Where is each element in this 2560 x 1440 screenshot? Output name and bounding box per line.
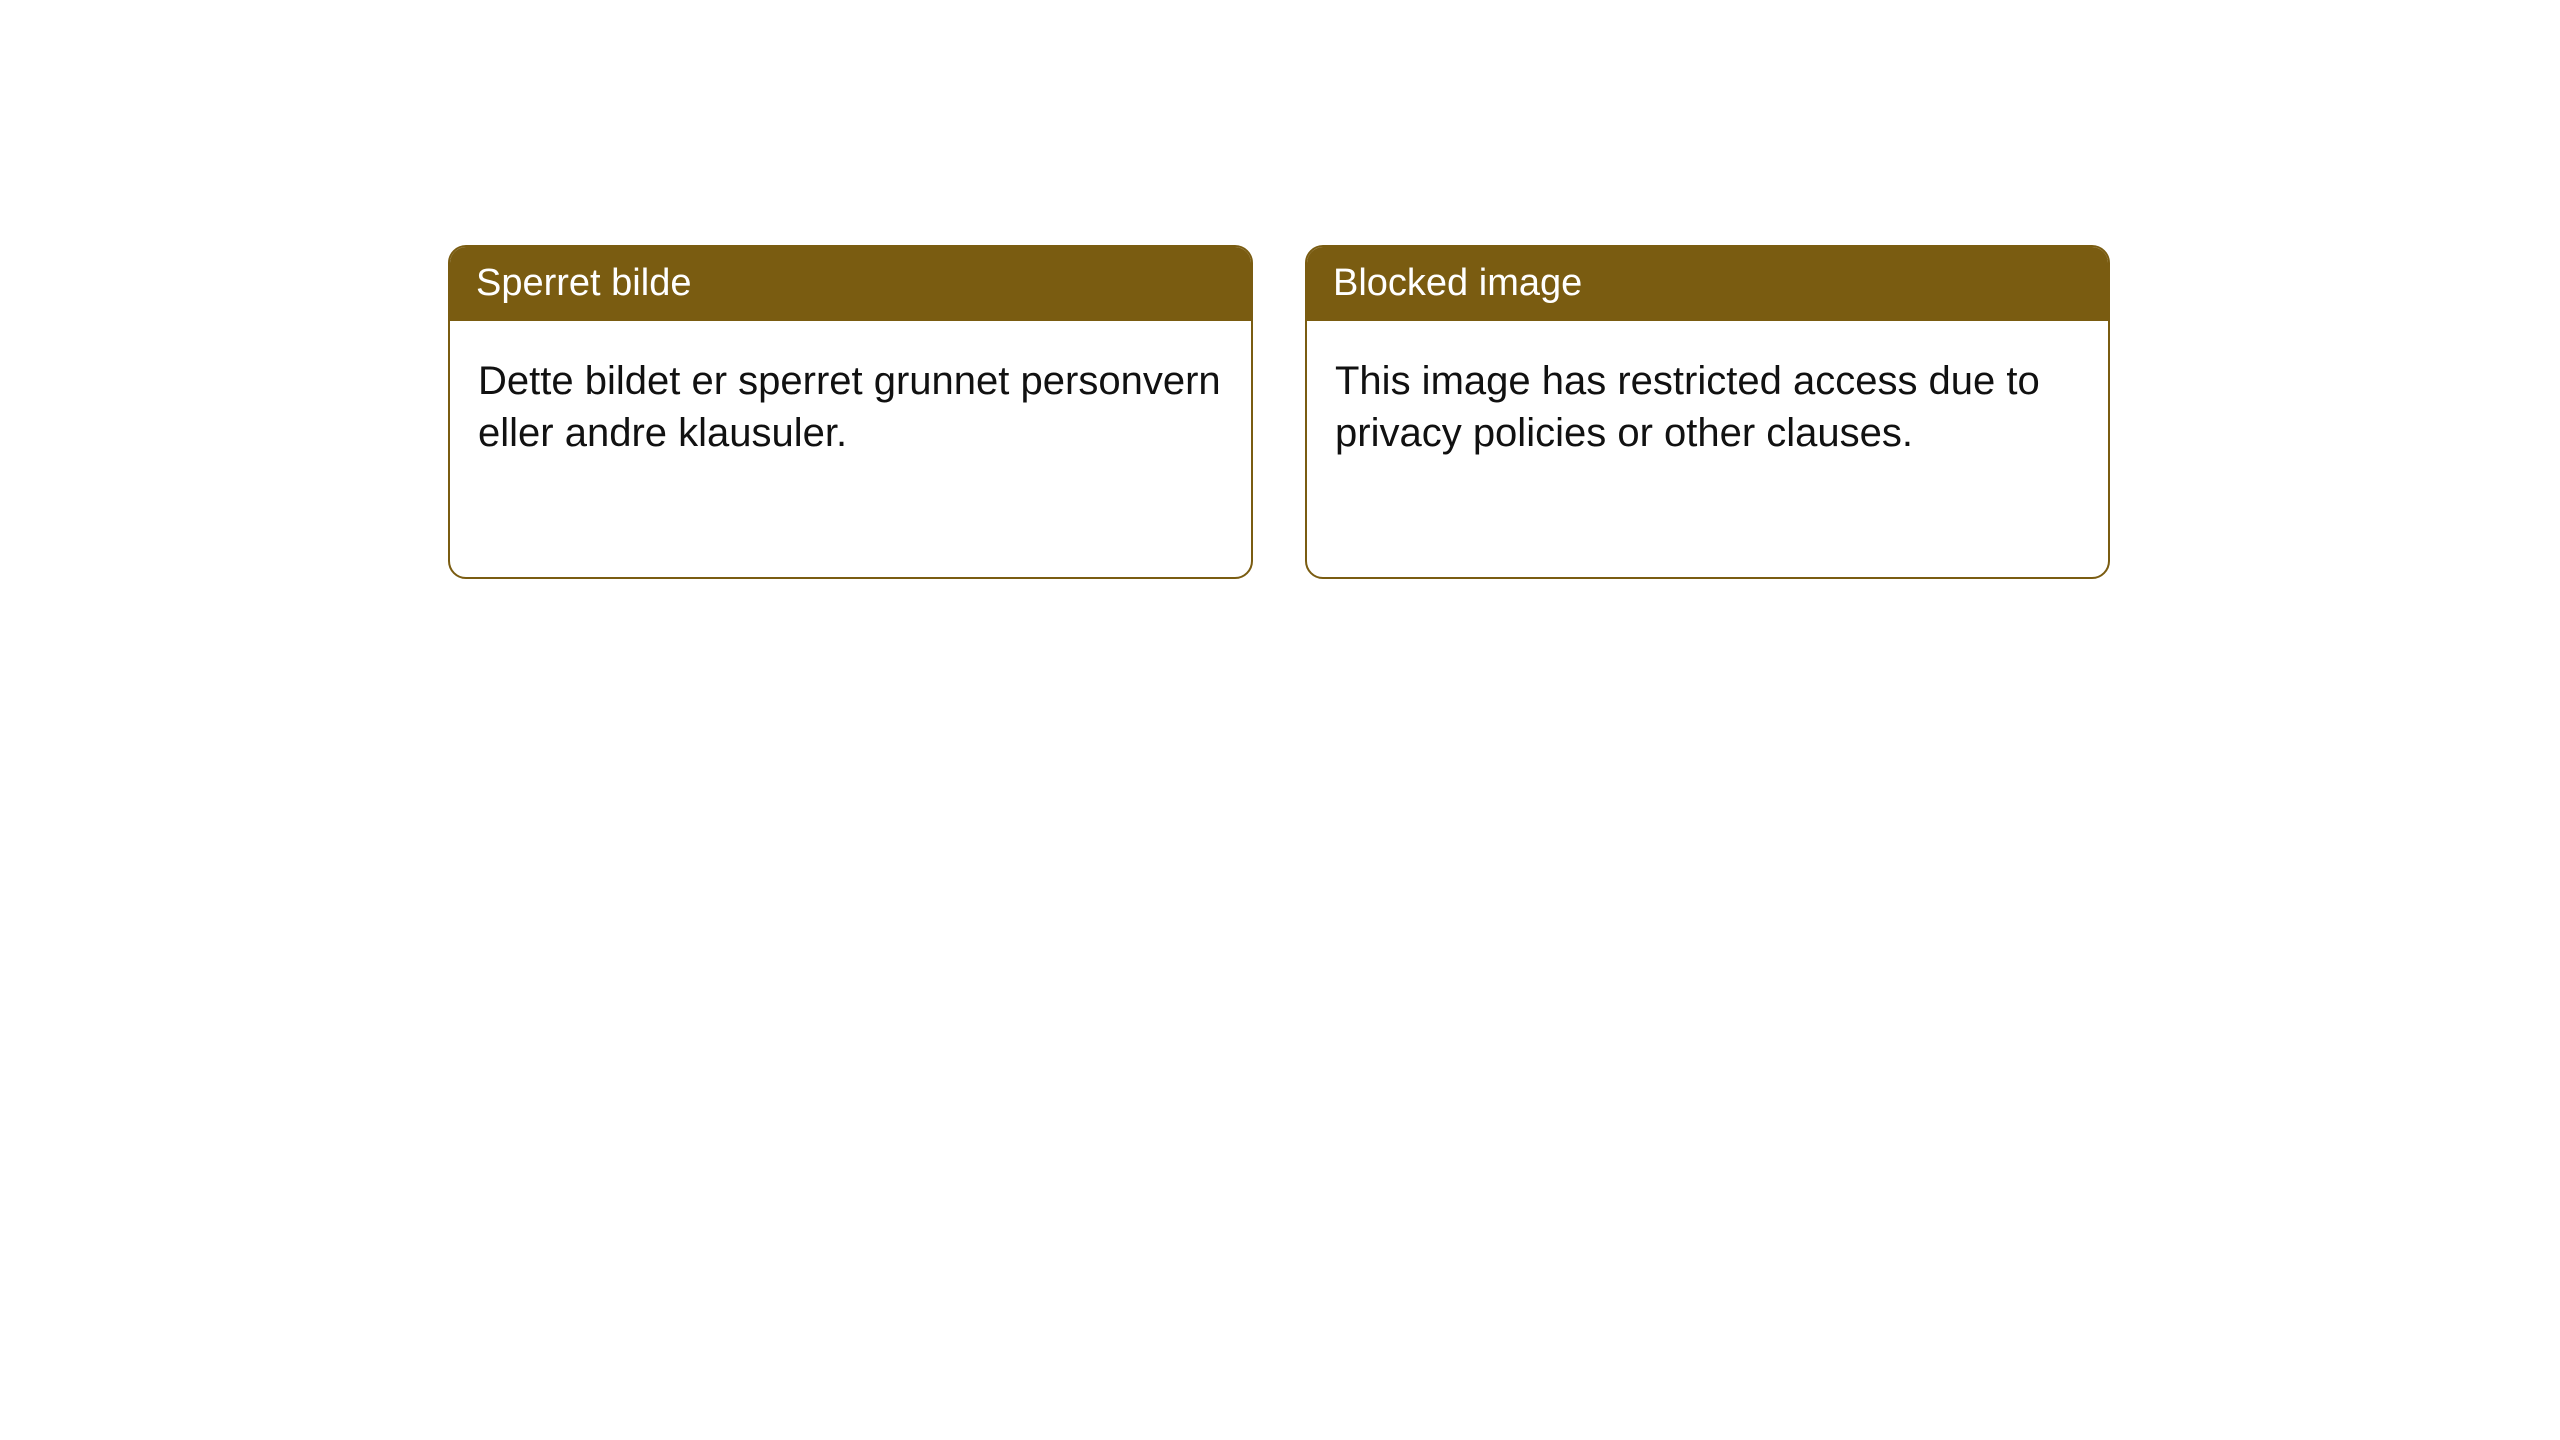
notice-header-no: Sperret bilde bbox=[450, 247, 1251, 321]
notice-card-no: Sperret bilde Dette bildet er sperret gr… bbox=[448, 245, 1253, 579]
notice-card-en: Blocked image This image has restricted … bbox=[1305, 245, 2110, 579]
notice-body-en: This image has restricted access due to … bbox=[1307, 321, 2108, 493]
notice-header-en: Blocked image bbox=[1307, 247, 2108, 321]
notice-container: Sperret bilde Dette bildet er sperret gr… bbox=[0, 0, 2560, 579]
notice-body-no: Dette bildet er sperret grunnet personve… bbox=[450, 321, 1251, 493]
